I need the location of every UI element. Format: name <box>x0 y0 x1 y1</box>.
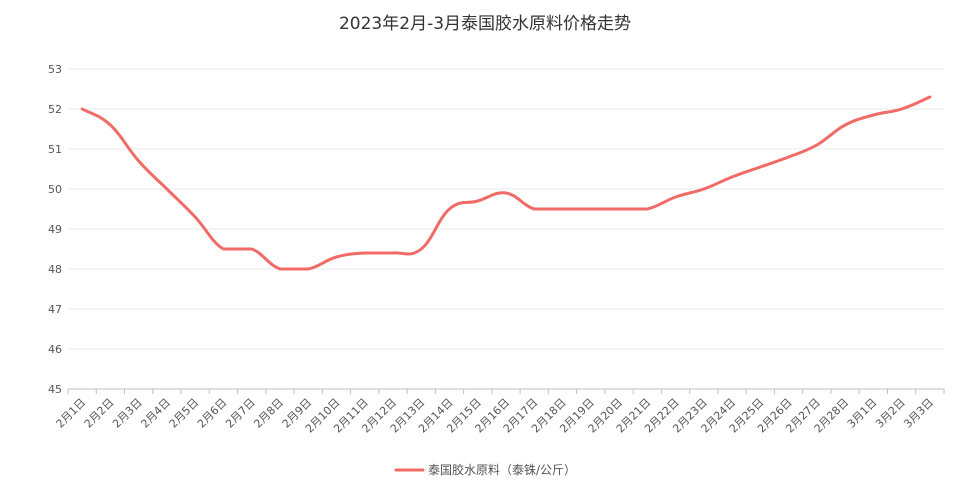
y-tick-label: 46 <box>48 343 62 356</box>
x-axis: 2月1日2月2日2月3日2月4日2月5日2月6日2月7日2月8日2月9日2月10… <box>54 388 945 436</box>
data-point <box>420 248 423 251</box>
data-point <box>137 160 140 163</box>
x-tick-label: 3月3日 <box>901 396 936 431</box>
data-point <box>165 188 168 191</box>
chart-title: 2023年2月-3月泰国胶水原料价格走势 <box>339 14 631 34</box>
data-point <box>222 248 225 251</box>
data-point <box>561 208 564 211</box>
data-point <box>787 156 790 159</box>
y-tick-label: 51 <box>48 143 62 156</box>
x-tick-label: 2月7日 <box>223 396 258 431</box>
y-tick-label: 45 <box>48 383 62 396</box>
data-point <box>476 200 479 203</box>
data-point <box>194 216 197 219</box>
data-point <box>759 166 762 169</box>
data-point <box>928 96 931 99</box>
legend: 泰国胶水原料（泰铢/公斤） <box>394 462 576 477</box>
data-point <box>731 176 734 179</box>
data-point <box>307 268 310 271</box>
series-line <box>80 95 932 271</box>
x-tick-label: 3月2日 <box>873 396 908 431</box>
data-point <box>533 208 536 211</box>
data-point <box>505 192 508 195</box>
data-point <box>391 252 394 255</box>
gridlines <box>68 68 944 350</box>
data-point <box>335 256 338 259</box>
x-tick-label: 3月1日 <box>845 396 880 431</box>
data-point <box>589 208 592 211</box>
x-tick-label: 2月8日 <box>251 396 286 431</box>
y-tick-label: 47 <box>48 303 62 316</box>
y-tick-label: 52 <box>48 103 62 116</box>
data-point <box>900 108 903 111</box>
y-tick-label: 48 <box>48 263 62 276</box>
data-point <box>815 144 818 147</box>
data-point <box>81 108 84 111</box>
legend-label: 泰国胶水原料（泰铢/公斤） <box>428 462 576 477</box>
data-point <box>674 196 677 199</box>
y-axis: 45 46 47 48 49 50 51 52 53 <box>48 63 62 396</box>
data-point <box>872 114 875 117</box>
data-point <box>448 208 451 211</box>
data-point <box>844 124 847 127</box>
y-tick-label: 50 <box>48 183 62 196</box>
x-tick-label: 2月3日 <box>110 396 145 431</box>
x-tick-label: 2月5日 <box>167 396 202 431</box>
x-tick-label: 2月4日 <box>138 396 173 431</box>
x-tick-label: 2月6日 <box>195 396 230 431</box>
x-tick-label: 2月2日 <box>82 396 117 431</box>
x-tick-label: 2月1日 <box>54 396 89 431</box>
y-tick-label: 53 <box>48 63 62 76</box>
data-point <box>250 248 253 251</box>
data-point <box>646 208 649 211</box>
data-point <box>278 268 281 271</box>
y-tick-label: 49 <box>48 223 62 236</box>
series-layer <box>80 95 932 271</box>
data-point <box>363 252 366 255</box>
data-point <box>109 124 112 127</box>
data-point <box>702 188 705 191</box>
data-point <box>618 208 621 211</box>
